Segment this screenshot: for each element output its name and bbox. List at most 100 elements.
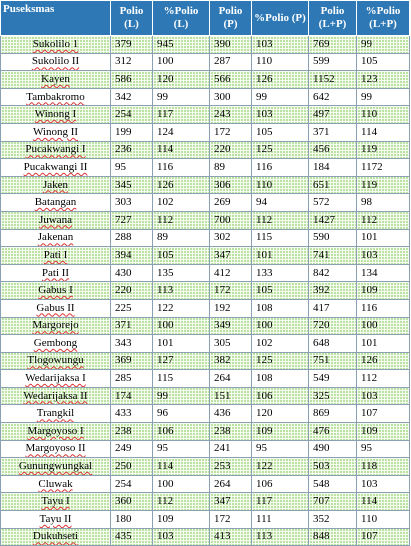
value-cell: 303 <box>110 193 153 212</box>
value-cell: 192 <box>209 298 252 318</box>
table-row: Margoyoso I 238 106 238 109 476 109 <box>0 422 410 441</box>
table-row: Gunungwungkal 250 114 253 122 503 118 <box>0 457 410 476</box>
value-cell: 312 <box>110 52 153 72</box>
table-row: Winong I 254 117 243 103 497 110 <box>0 105 410 124</box>
puskesmas-name-cell: Pati II <box>0 263 111 283</box>
table-row: Tlogowungu 369 127 382 125 751 126 <box>0 351 410 371</box>
value-cell: 112 <box>356 210 410 230</box>
value-cell: 174 <box>110 386 153 406</box>
value-cell: 417 <box>308 298 357 318</box>
value-cell: 352 <box>308 510 357 529</box>
puskesmas-name: Cluwak <box>38 477 73 490</box>
value-cell: 112 <box>152 492 210 512</box>
value-cell: 302 <box>209 228 252 248</box>
puskesmas-name-cell: Wedarijaksa I <box>0 369 111 388</box>
value-cell: 112 <box>152 210 210 230</box>
puskesmas-name-cell: Dukuhseti <box>0 527 111 546</box>
puskesmas-name: Kayen <box>41 72 70 85</box>
table-row: Jakenan 288 89 302 115 590 101 <box>0 228 410 248</box>
value-cell: 113 <box>251 527 309 546</box>
value-cell: 476 <box>308 422 357 441</box>
puskesmas-name: Gembong <box>33 336 78 349</box>
value-cell: 172 <box>209 510 252 529</box>
value-cell: 95 <box>356 439 410 459</box>
puskesmas-name: Pucakwangi II <box>23 160 88 173</box>
value-cell: 106 <box>152 422 210 441</box>
value-cell: 392 <box>308 281 357 300</box>
value-cell: 102 <box>152 193 210 212</box>
table-row: Dukuhseti 435 103 413 113 848 107 <box>0 527 410 546</box>
table-row: Margorejo 371 100 349 100 720 100 <box>0 316 410 336</box>
puskesmas-name: Tayu I <box>41 495 70 508</box>
puskesmas-name: Pucakwangi I <box>25 143 86 156</box>
puskesmas-name-cell: Pucakwangi I <box>0 140 111 160</box>
value-cell: 199 <box>110 122 153 142</box>
puskesmas-name-cell: Winong I <box>0 105 111 124</box>
value-cell: 103 <box>251 35 309 54</box>
table-row: Gabus II 225 122 192 108 417 116 <box>0 298 410 318</box>
col-header-polio-l: Polio (L) <box>110 0 153 36</box>
table-row: Tayu I 360 112 347 117 707 114 <box>0 492 410 512</box>
value-cell: 103 <box>356 474 410 494</box>
value-cell: 305 <box>209 334 252 353</box>
puskesmas-name-cell: Sukolilo 1 <box>0 35 111 54</box>
table-row: Juwana 727 112 700 112 1427 112 <box>0 210 410 230</box>
value-cell: 220 <box>110 281 153 300</box>
table-body: Sukolilo 1 379 945 390 103 769 99 Sukolilo II 31… <box>0 35 410 546</box>
table-row: Batangan 303 102 269 94 572 98 <box>0 193 410 212</box>
col-header-polio-lp: Polio (L+P) <box>308 0 357 36</box>
value-cell: 99 <box>356 35 410 54</box>
value-cell: 110 <box>356 510 410 529</box>
value-cell: 115 <box>251 228 309 248</box>
value-cell: 503 <box>308 457 357 476</box>
value-cell: 105 <box>356 52 410 72</box>
puskesmas-name: Winong I <box>34 108 77 121</box>
puskesmas-name-cell: Tlogowungu <box>0 351 111 371</box>
value-cell: 122 <box>152 298 210 318</box>
value-cell: 869 <box>308 404 357 424</box>
puskesmas-name-cell: Margoyoso I <box>0 422 111 441</box>
value-cell: 100 <box>356 316 410 336</box>
value-cell: 648 <box>308 334 357 353</box>
puskesmas-name: Margoyoso II <box>25 442 86 455</box>
value-cell: 133 <box>251 263 309 283</box>
value-cell: 254 <box>110 105 153 124</box>
value-cell: 727 <box>110 210 153 230</box>
value-cell: 347 <box>209 492 252 512</box>
value-cell: 118 <box>356 457 410 476</box>
value-cell: 382 <box>209 351 252 371</box>
value-cell: 108 <box>251 298 309 318</box>
value-cell: 115 <box>152 369 210 388</box>
value-cell: 105 <box>251 122 309 142</box>
puskesmas-name-cell: Juwana <box>0 210 111 230</box>
value-cell: 126 <box>251 70 309 89</box>
value-cell: 105 <box>152 246 210 265</box>
col-header-puseksmas: Puseksmas <box>0 0 111 36</box>
puskesmas-name-cell: Sukolilo II <box>0 52 111 72</box>
puskesmas-name: Tayu II <box>39 512 72 525</box>
table-row: Pucakwangi I 236 114 220 125 456 119 <box>0 140 410 160</box>
value-cell: 120 <box>251 404 309 424</box>
value-cell: 751 <box>308 351 357 371</box>
col-header-pct-polio-l: %Polio (L) <box>152 0 210 36</box>
table-row: Winong II 199 124 172 105 371 114 <box>0 122 410 142</box>
value-cell: 122 <box>251 457 309 476</box>
value-cell: 249 <box>110 439 153 459</box>
value-cell: 288 <box>110 228 153 248</box>
puskesmas-name-cell: Tayu II <box>0 510 111 529</box>
value-cell: 238 <box>209 422 252 441</box>
puskesmas-name: Jaken <box>42 178 69 191</box>
value-cell: 225 <box>110 298 153 318</box>
value-cell: 123 <box>356 70 410 89</box>
value-cell: 842 <box>308 263 357 283</box>
value-cell: 100 <box>152 474 210 494</box>
value-cell: 100 <box>251 316 309 336</box>
value-cell: 345 <box>110 175 153 195</box>
value-cell: 253 <box>209 457 252 476</box>
value-cell: 371 <box>110 316 153 336</box>
value-cell: 106 <box>251 474 309 494</box>
puskesmas-name-cell: Winong II <box>0 122 111 142</box>
table-row: Cluwak 254 100 264 106 548 103 <box>0 474 410 494</box>
value-cell: 126 <box>152 175 210 195</box>
value-cell: 114 <box>152 457 210 476</box>
